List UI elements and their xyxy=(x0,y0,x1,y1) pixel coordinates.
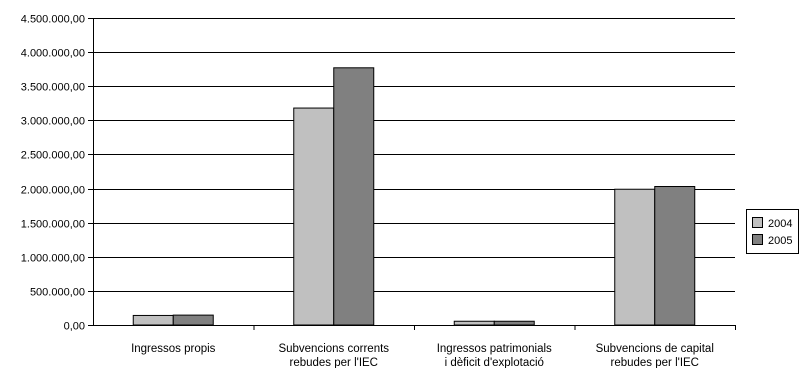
x-category-label: rebudes per l'IEC xyxy=(290,357,379,368)
y-tick-label: 3.500.000,00 xyxy=(21,82,85,94)
y-tick-label: 4.500.000,00 xyxy=(21,14,85,26)
bar-2005 xyxy=(172,314,214,326)
bar-2004 xyxy=(614,188,656,326)
y-tick-label: 4.000.000,00 xyxy=(21,48,85,60)
x-category-label: rebudes per l'IEC xyxy=(611,357,700,368)
legend-box xyxy=(746,209,799,254)
bar-2004 xyxy=(132,314,174,326)
x-category-label: Subvencions corrents xyxy=(278,343,389,355)
x-axis-category-labels: Ingressos propis Subvencions corrents rebu… xyxy=(131,343,714,368)
y-tick-label: 0,00 xyxy=(64,321,85,333)
bar-2004 xyxy=(453,320,495,326)
y-tick-label: 500.000,00 xyxy=(30,287,85,299)
legend-label-2004: 2004 xyxy=(768,218,792,230)
y-tick-label: 1.500.000,00 xyxy=(21,219,85,231)
x-category-label: i dèficit d'explotació xyxy=(445,357,544,368)
y-tick-label: 2.000.000,00 xyxy=(21,185,85,197)
y-axis-tick-labels: 0,00 500.000,00 1.000.000,00 1.500.000,00 2.… xyxy=(21,14,85,333)
y-tick-label: 3.000.000,00 xyxy=(21,116,85,128)
gridlines xyxy=(93,18,735,292)
bar-2005 xyxy=(333,67,375,326)
legend-swatch-2005 xyxy=(752,234,763,245)
x-category-label: Ingressos propis xyxy=(131,343,216,355)
bar-2004 xyxy=(293,107,335,326)
legend: 2004 2005 xyxy=(746,209,799,254)
legend-label-2005: 2005 xyxy=(768,235,792,247)
y-tick-label: 1.000.000,00 xyxy=(21,253,85,265)
x-category-label: Subvencions de capital xyxy=(596,343,714,355)
x-category-label: Ingressos patrimonials xyxy=(437,343,552,355)
y-tick-label: 2.500.000,00 xyxy=(21,150,85,162)
bar-2005 xyxy=(654,186,696,326)
axes xyxy=(88,18,736,330)
legend-swatch-2004 xyxy=(752,217,763,228)
bars xyxy=(132,67,696,326)
bar-2005 xyxy=(493,320,535,326)
